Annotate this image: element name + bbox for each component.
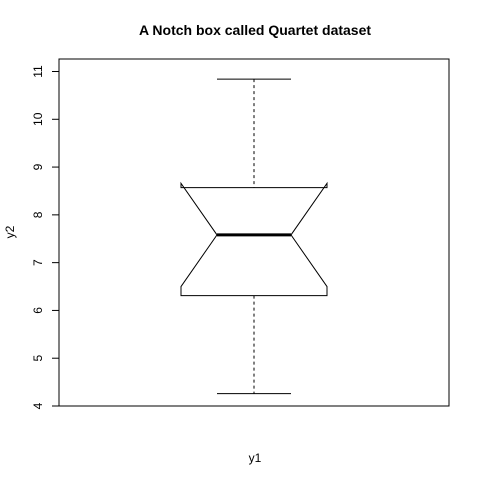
- y-tick-label-10: 10: [31, 112, 45, 126]
- x-axis-label: y1: [249, 451, 262, 465]
- y-axis-label: y2: [3, 225, 17, 238]
- y-tick-label-5: 5: [31, 355, 45, 362]
- chart-title: A Notch box called Quartet dataset: [139, 22, 371, 38]
- plot-frame: [58, 58, 450, 407]
- y-tick-label-11: 11: [31, 65, 45, 78]
- notched-box-0: [180, 181, 328, 297]
- y-tick-label-8: 8: [31, 211, 45, 218]
- y-tick-label-9: 9: [31, 163, 45, 170]
- y-axis: 4 5 6 7 8 9 10 11: [31, 65, 59, 409]
- y-tick-label-6: 6: [31, 307, 45, 314]
- y-tick-label-4: 4: [31, 402, 45, 409]
- box-layer: [180, 78, 328, 395]
- y-tick-label-7: 7: [31, 259, 45, 266]
